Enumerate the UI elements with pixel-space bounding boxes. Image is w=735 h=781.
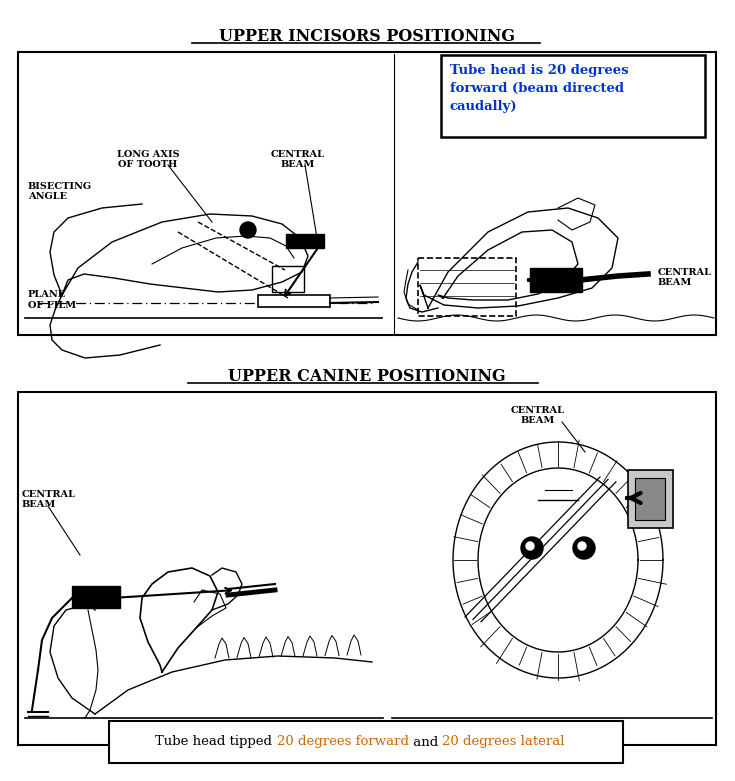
Text: caudally): caudally) xyxy=(450,100,517,113)
Text: CENTRAL
BEAM: CENTRAL BEAM xyxy=(511,406,565,426)
Bar xyxy=(628,470,673,528)
Text: LONG AXIS
OF TOOTH: LONG AXIS OF TOOTH xyxy=(117,150,179,169)
Text: and: and xyxy=(409,736,442,748)
Bar xyxy=(286,234,324,248)
Text: BISECTING
ANGLE: BISECTING ANGLE xyxy=(28,182,92,201)
Text: Tube head is 20 degrees: Tube head is 20 degrees xyxy=(450,64,628,77)
Text: 20 degrees lateral: 20 degrees lateral xyxy=(442,736,564,748)
Text: PLANE
OF FILM: PLANE OF FILM xyxy=(28,291,76,310)
FancyBboxPatch shape xyxy=(441,55,705,137)
Circle shape xyxy=(521,537,543,559)
Text: Tube head tipped 20 degrees forward and 20 degrees lateral: Tube head tipped 20 degrees forward and … xyxy=(155,736,564,748)
Bar xyxy=(258,295,330,307)
Bar xyxy=(272,266,304,292)
Circle shape xyxy=(573,537,595,559)
Circle shape xyxy=(578,542,586,550)
Text: CENTRAL
BEAM: CENTRAL BEAM xyxy=(271,150,325,169)
Text: CENTRAL
BEAM: CENTRAL BEAM xyxy=(658,268,712,287)
Bar xyxy=(72,586,120,608)
Bar xyxy=(18,392,716,745)
Bar xyxy=(635,478,665,520)
Bar xyxy=(18,52,716,335)
FancyBboxPatch shape xyxy=(109,721,623,763)
Text: UPPER INCISORS POSITIONING: UPPER INCISORS POSITIONING xyxy=(219,28,515,45)
Circle shape xyxy=(526,542,534,550)
Circle shape xyxy=(240,222,256,238)
Text: forward (beam directed: forward (beam directed xyxy=(450,82,624,95)
Text: UPPER CANINE POSITIONING: UPPER CANINE POSITIONING xyxy=(228,368,506,385)
Text: CENTRAL
BEAM: CENTRAL BEAM xyxy=(22,490,76,509)
Bar xyxy=(418,258,516,316)
Text: 20 degrees forward: 20 degrees forward xyxy=(276,736,409,748)
Text: Tube head tipped: Tube head tipped xyxy=(155,736,276,748)
Bar xyxy=(530,268,582,292)
